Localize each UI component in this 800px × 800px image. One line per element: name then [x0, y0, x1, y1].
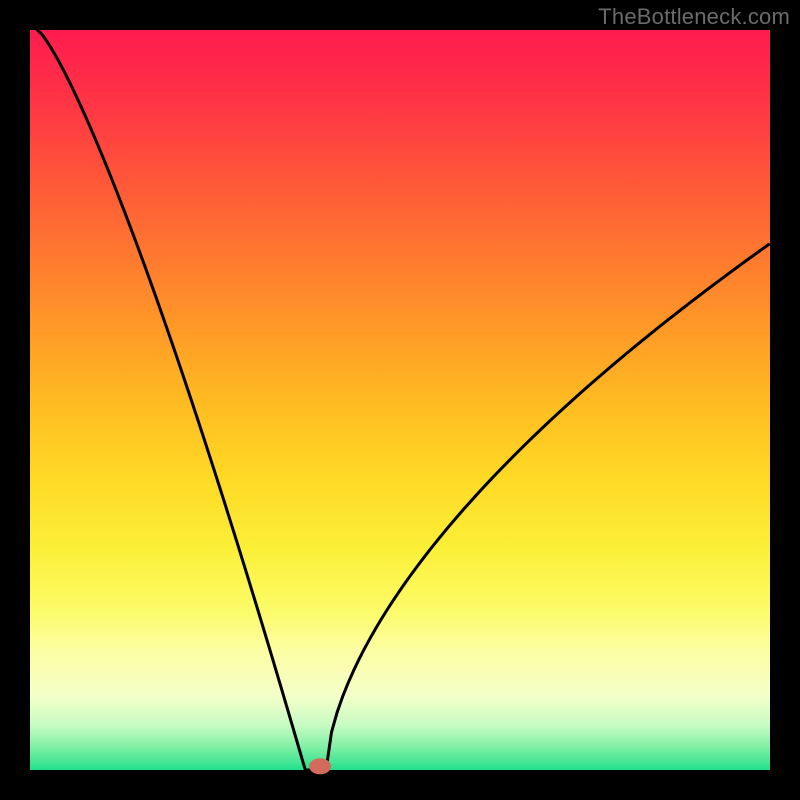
chart-container: TheBottleneck.com [0, 0, 800, 800]
gradient-plot-area [30, 30, 770, 770]
chart-svg [0, 0, 800, 800]
minimum-marker [309, 758, 331, 774]
